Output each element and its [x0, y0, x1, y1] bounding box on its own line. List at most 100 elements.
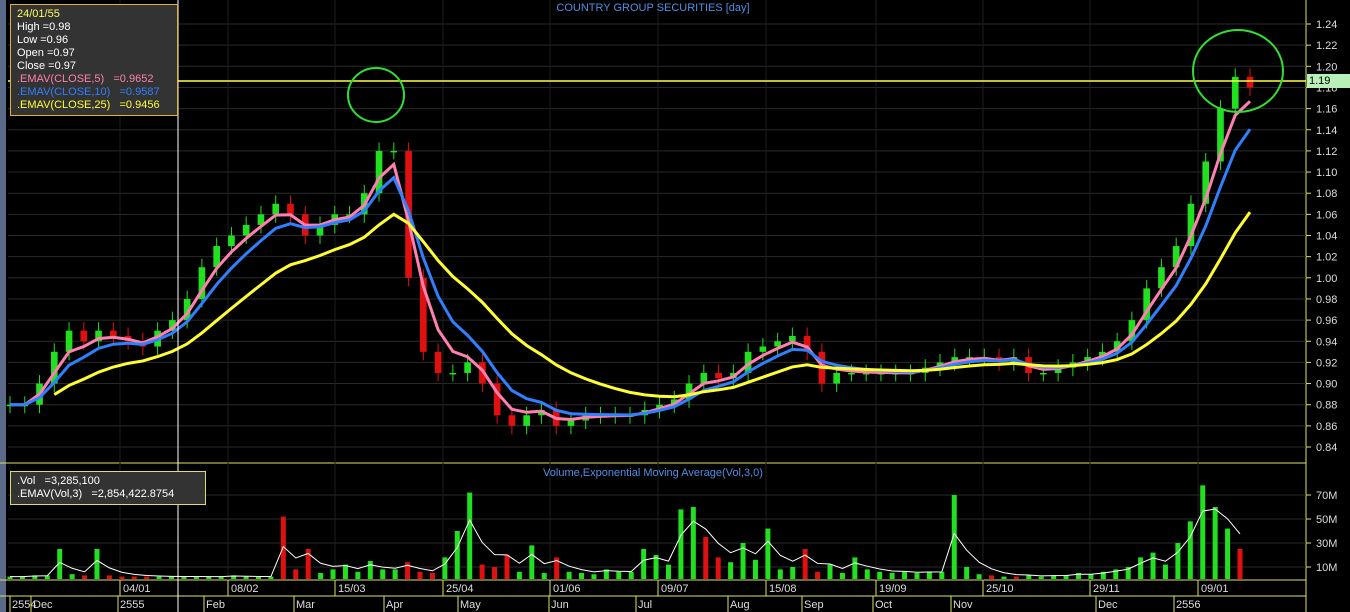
volume-bar [529, 545, 535, 579]
volume-bar [131, 576, 137, 579]
volume-bar [752, 559, 758, 579]
legend-vol: .Vol =3,285,100 [17, 475, 100, 487]
volume-bar [144, 576, 150, 579]
volume-bar [628, 571, 634, 579]
volume-bar [665, 564, 671, 579]
volume-tick-label: 50M [1316, 514, 1337, 526]
volume-bar [479, 564, 485, 579]
candle-body [1246, 76, 1254, 88]
candle-body [1113, 341, 1121, 352]
volume-bar [1038, 576, 1044, 579]
volume-bar [715, 557, 721, 579]
volume-bar [740, 543, 746, 579]
volume-bar [231, 575, 237, 579]
volume-bar [1225, 528, 1231, 579]
x-month-label: Jul [638, 599, 652, 611]
candle-body [1054, 367, 1062, 373]
x-date-label: 08/02 [231, 583, 259, 595]
x-month-label: Oct [875, 599, 892, 611]
volume-tick-label: 30M [1316, 538, 1337, 550]
volume-bar [405, 562, 411, 579]
candle-body [65, 330, 73, 352]
volume-bar [951, 495, 957, 579]
candle-body [700, 372, 708, 384]
y-tick-label: 1.12 [1316, 146, 1337, 158]
volume-bar [218, 576, 224, 579]
y-tick-label: 0.94 [1316, 336, 1337, 348]
candle-body [833, 372, 840, 384]
volume-bar [790, 567, 796, 579]
y-tick-label: 0.92 [1316, 357, 1337, 369]
x-date-label: 15/03 [338, 583, 366, 595]
ema-line-25 [53, 211, 1252, 399]
volume-bar [330, 569, 336, 579]
y-tick-label: 0.84 [1316, 442, 1337, 454]
volume-bar [206, 576, 212, 579]
left-border [0, 0, 6, 612]
x-date-label: 25/10 [986, 583, 1014, 595]
candle-body [257, 214, 265, 225]
price-legend: 24/01/55 High =0.98 Low =0.96 Open =0.97… [10, 4, 178, 116]
candle-body [479, 362, 486, 384]
legend-low: Low =0.96 [17, 34, 69, 46]
volume-bar [728, 562, 734, 579]
x-month-label: Aug [730, 599, 750, 611]
candle-body [1128, 320, 1136, 342]
volume-bar [417, 571, 423, 579]
volume-bar [541, 573, 547, 579]
candle-body [523, 415, 530, 426]
y-tick-label: 1.00 [1316, 273, 1337, 285]
x-month-label: Nov [953, 599, 973, 611]
volume-bar [591, 574, 597, 579]
candle-body [80, 330, 88, 342]
volume-bar [678, 509, 684, 579]
volume-bar [380, 569, 386, 579]
volume-bar [877, 571, 883, 579]
volume-bar [94, 549, 100, 579]
volume-bar [19, 576, 25, 579]
volume-bar [641, 549, 647, 579]
volume-bar [1013, 576, 1019, 579]
volume-bar [181, 576, 187, 579]
volume-bar [355, 571, 361, 579]
candle-body [390, 150, 398, 153]
volume-bar [318, 573, 324, 579]
candle-body [1172, 246, 1180, 268]
x-month-label: 2556 [1176, 599, 1200, 611]
candle-body [862, 372, 870, 375]
volume-bar [690, 507, 696, 579]
candle-body [242, 224, 250, 236]
legend-ema5: .EMAV(CLOSE,5) =0.9652 [17, 73, 154, 85]
candle-body [375, 150, 383, 194]
candle-body [1202, 161, 1210, 204]
y-tick-label: 0.96 [1316, 315, 1337, 327]
x-month-label: Dec [1098, 599, 1118, 611]
candle-body [1217, 108, 1224, 162]
volume-bar [802, 549, 808, 579]
volume-bar [268, 576, 274, 579]
volume-bar [57, 549, 63, 579]
legend-date: 24/01/55 [17, 8, 60, 20]
x-date-label: 29/11 [1093, 583, 1120, 595]
volume-bar [1187, 521, 1193, 579]
volume-bar [169, 576, 175, 579]
volume-bar [1113, 569, 1119, 579]
candle-body [169, 320, 176, 331]
volume-bar [305, 549, 311, 579]
legend-open: Open =0.97 [17, 47, 75, 59]
volume-bar [1237, 549, 1243, 579]
candle-body [1040, 372, 1047, 375]
y-tick-label: 0.90 [1316, 379, 1337, 391]
volume-bar [1200, 485, 1206, 579]
candle-body [1231, 76, 1239, 109]
volume-bar [964, 567, 970, 579]
volume-bar [255, 576, 261, 579]
candle-body [508, 415, 516, 426]
volume-bar [119, 576, 125, 579]
candle-body [213, 246, 220, 268]
ema-line-5 [10, 100, 1252, 422]
x-date-label: 04/01 [123, 583, 151, 595]
volume-bar [1051, 575, 1057, 579]
volume-bar [392, 569, 398, 579]
